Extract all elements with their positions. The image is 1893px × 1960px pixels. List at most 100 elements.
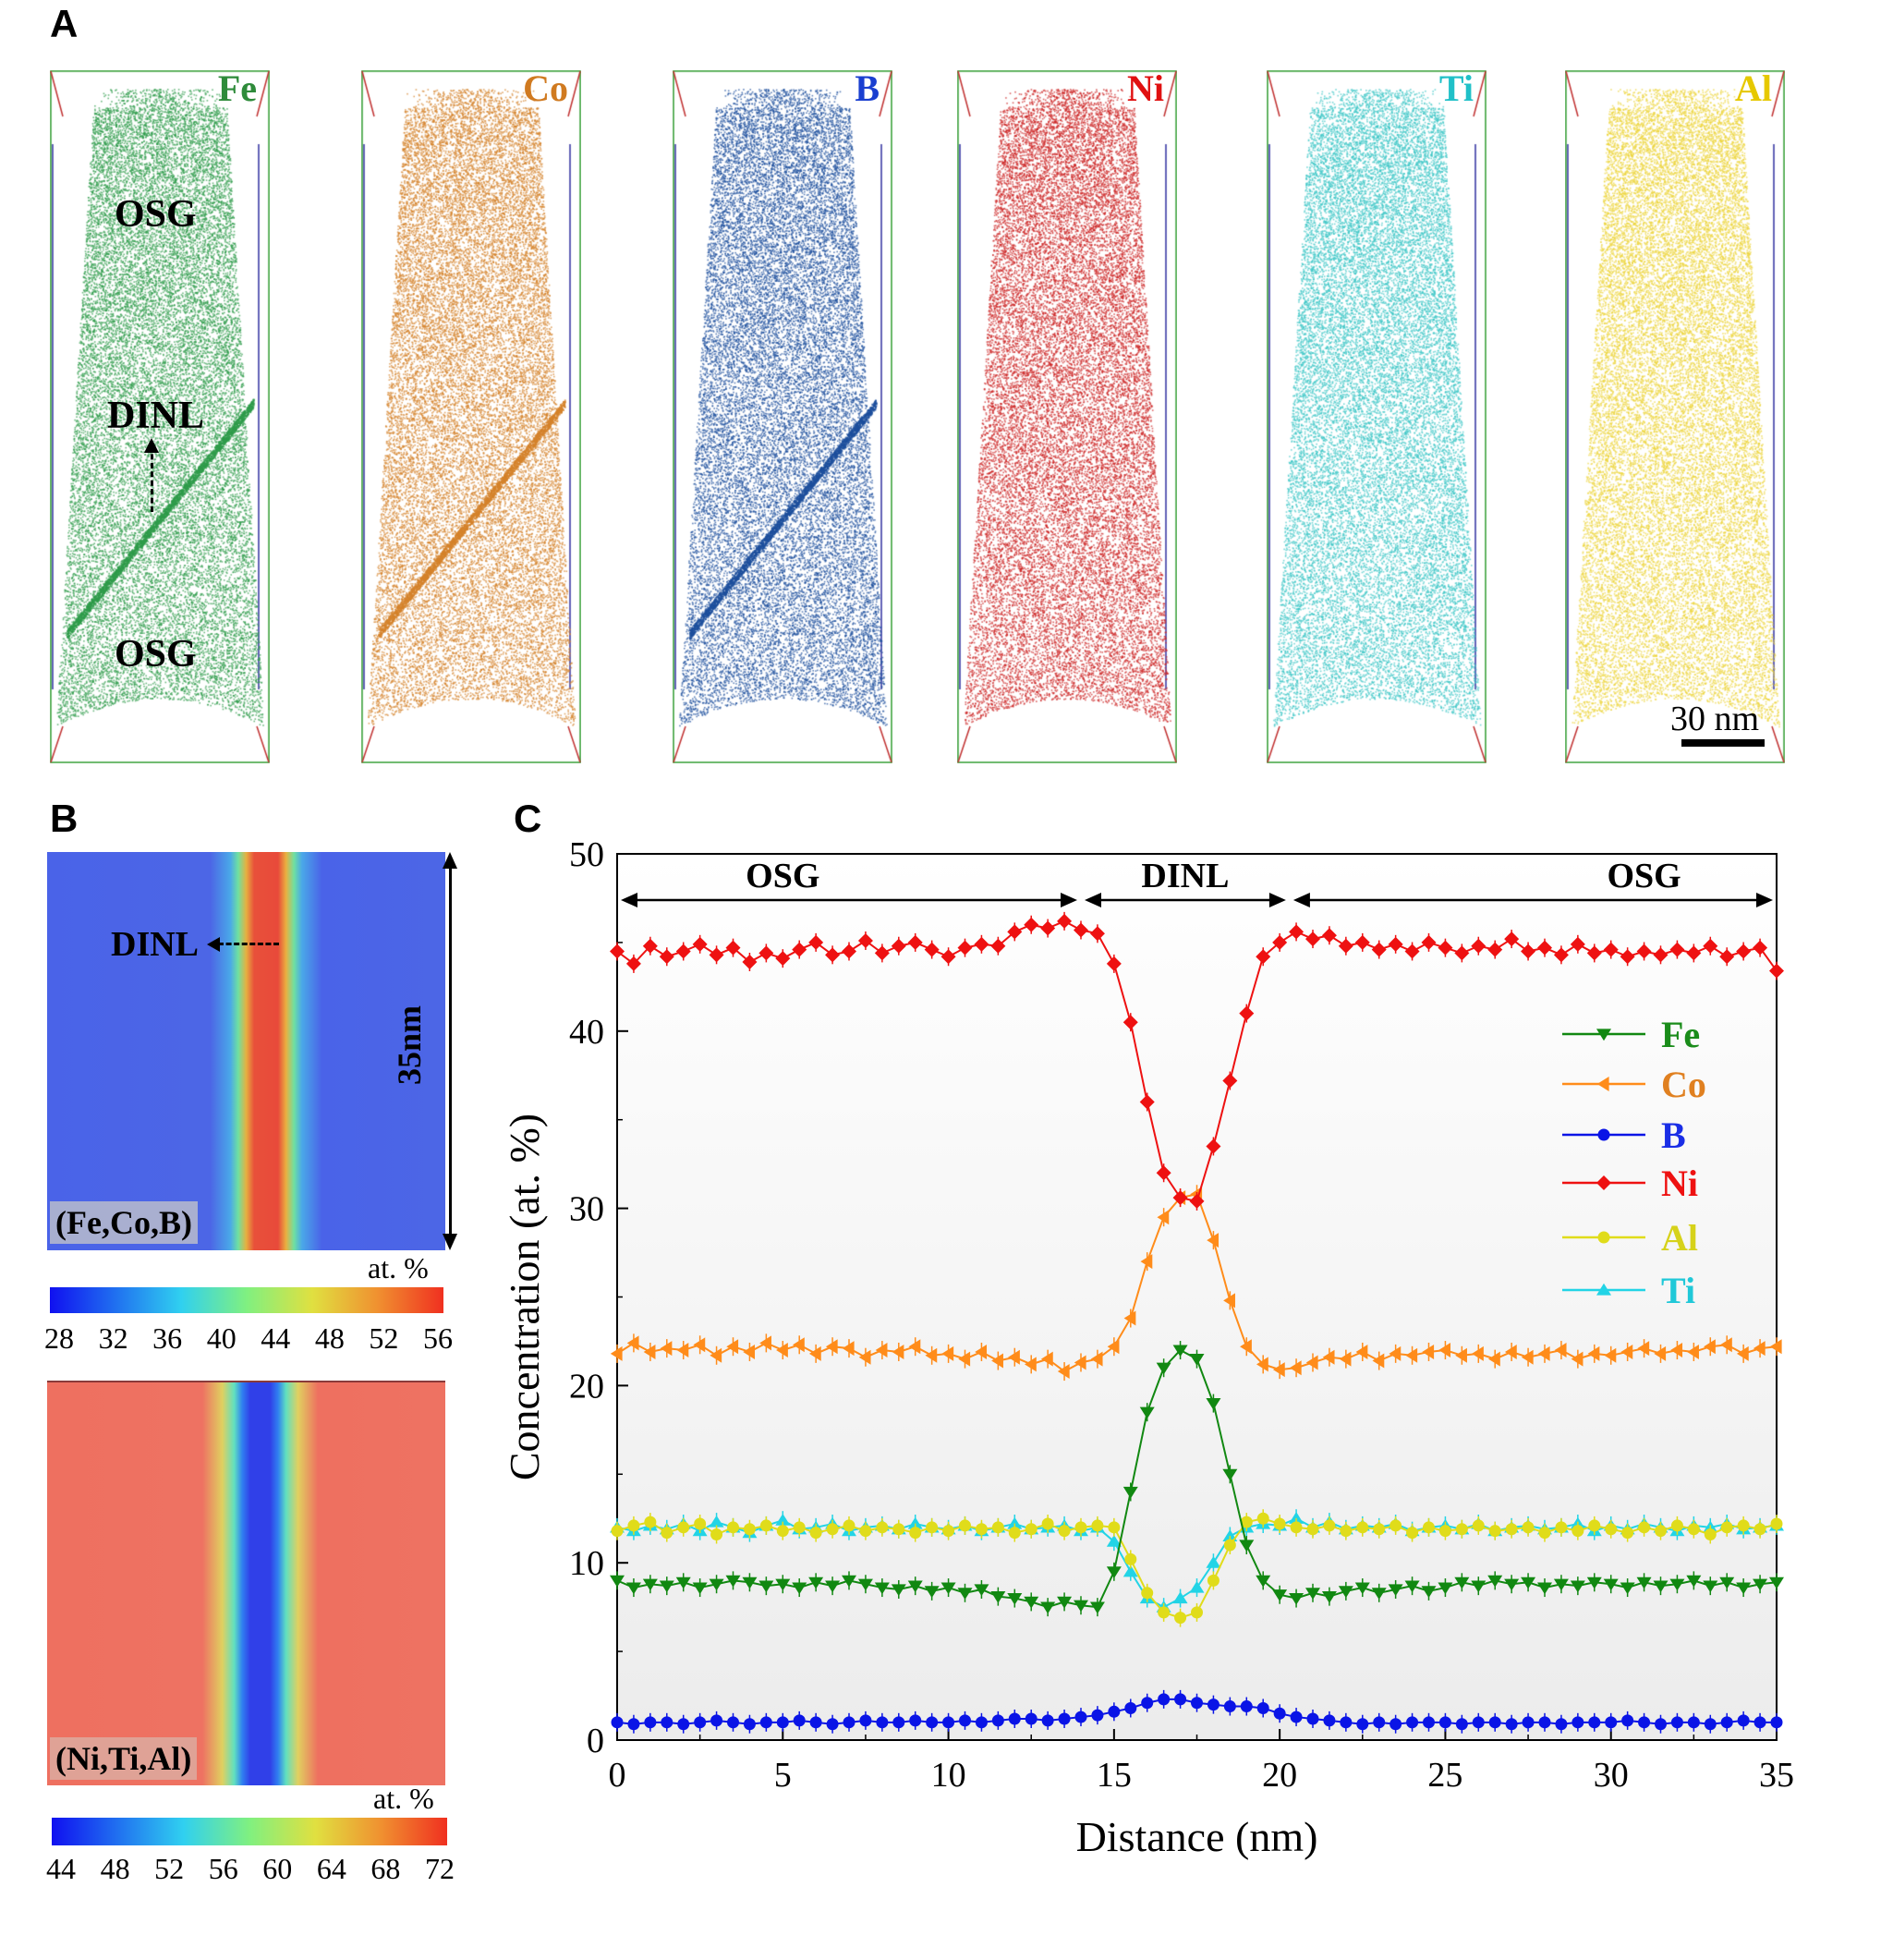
data-point-co <box>1654 1345 1667 1361</box>
data-point-ni <box>1570 936 1585 952</box>
element-label-co: Co <box>523 67 568 109</box>
colorbar-tick: 64 <box>316 1852 346 1885</box>
x-tick-label: 10 <box>931 1756 966 1795</box>
data-point-co <box>1753 1341 1766 1357</box>
colorbar-1-unit: at. % <box>368 1251 429 1284</box>
data-point-al <box>611 1525 624 1538</box>
data-point-al <box>1753 1523 1766 1536</box>
data-point-b <box>1091 1709 1104 1722</box>
heatmap-dinl-label: DINL <box>111 925 200 964</box>
data-point-al <box>909 1527 922 1540</box>
data-point-fe <box>1753 1578 1768 1591</box>
data-point-ni <box>1438 940 1453 956</box>
heatmap-fe-co-b <box>47 852 445 1250</box>
data-point-al <box>1505 1523 1518 1536</box>
data-point-fe <box>1206 1397 1221 1410</box>
data-point-al <box>1141 1587 1154 1600</box>
data-point-b <box>677 1718 690 1731</box>
data-point-fe <box>642 1578 658 1591</box>
atom-map-co: Co <box>361 67 581 763</box>
data-point-al <box>1058 1525 1071 1538</box>
y-tick-label: 0 <box>587 1722 604 1760</box>
data-point-al <box>1770 1517 1783 1530</box>
data-point-co <box>1207 1233 1220 1248</box>
data-point-al <box>727 1521 739 1534</box>
colorbar-2-unit: at. % <box>373 1782 434 1815</box>
x-tick-label: 35 <box>1759 1756 1794 1795</box>
data-point-b <box>1373 1716 1386 1729</box>
region-label: OSG <box>1607 857 1681 895</box>
data-point-fe <box>825 1580 841 1593</box>
panel-c-label: C <box>514 797 542 840</box>
arrow-head-icon <box>144 438 159 453</box>
data-point-fe <box>659 1580 674 1593</box>
data-point-fe <box>1438 1582 1453 1595</box>
heatmap-1-label: (Fe,Co,B) <box>50 1201 198 1244</box>
data-point-ni <box>1074 922 1088 938</box>
data-point-co <box>1090 1351 1103 1367</box>
data-point-b <box>1505 1718 1518 1731</box>
legend-label-ni: Ni <box>1661 1163 1698 1204</box>
data-point-ni <box>1719 949 1735 965</box>
data-point-ni <box>1122 1015 1138 1030</box>
data-point-b <box>1141 1697 1154 1710</box>
data-point-b <box>1323 1714 1336 1727</box>
data-point-al <box>627 1519 640 1532</box>
data-point-co <box>1637 1341 1650 1357</box>
data-point-ni <box>1139 1094 1155 1110</box>
data-point-b <box>991 1714 1004 1727</box>
data-point-ni <box>1686 945 1702 961</box>
colorbar-tick: 32 <box>98 1321 128 1355</box>
data-point-fe <box>1388 1584 1403 1597</box>
data-point-b <box>1240 1700 1253 1713</box>
data-point-fe <box>924 1586 940 1599</box>
data-point-al <box>1008 1527 1021 1540</box>
data-point-b <box>926 1716 939 1729</box>
data-point-al <box>1571 1525 1584 1538</box>
data-point-fe <box>1007 1592 1023 1605</box>
data-point-al <box>1240 1516 1253 1528</box>
data-point-fe <box>1189 1354 1205 1366</box>
atom-map-canvas <box>673 70 892 763</box>
data-point-co <box>776 1343 788 1358</box>
dashed-arrow-icon <box>151 445 153 512</box>
colorbar-1 <box>50 1287 443 1313</box>
data-point-b <box>1273 1707 1286 1720</box>
data-point-al <box>1406 1527 1419 1540</box>
data-point-al <box>677 1521 690 1534</box>
data-point-fe <box>675 1577 691 1589</box>
data-point-co <box>1057 1364 1070 1380</box>
data-point-al <box>809 1527 822 1540</box>
legend-label-ti: Ti <box>1661 1270 1695 1311</box>
data-point-fe <box>1404 1580 1420 1593</box>
data-point-ti <box>1106 1534 1122 1547</box>
data-point-b <box>1207 1698 1220 1711</box>
data-point-al <box>991 1521 1004 1534</box>
data-point-co <box>1123 1310 1136 1326</box>
scale-bar <box>1681 739 1765 747</box>
data-point-b <box>1290 1710 1303 1723</box>
data-point-ni <box>990 938 1006 954</box>
data-point-al <box>1670 1519 1683 1532</box>
data-point-ni <box>857 932 873 948</box>
data-point-fe <box>758 1580 774 1593</box>
data-point-ni <box>792 942 807 957</box>
legend-label-b: B <box>1661 1114 1686 1156</box>
data-point-ni <box>742 954 758 969</box>
data-point-fe <box>1537 1582 1552 1595</box>
data-point-al <box>1191 1606 1203 1619</box>
x-axis-label: Distance (nm) <box>1076 1813 1318 1860</box>
data-point-ni <box>1636 943 1652 959</box>
data-point-al <box>694 1517 707 1530</box>
data-point-ni <box>1603 942 1619 957</box>
data-point-al <box>1687 1523 1700 1536</box>
data-point-b <box>1256 1701 1269 1714</box>
data-point-b <box>1621 1714 1634 1727</box>
data-point-ni <box>957 940 973 956</box>
data-point-fe <box>1122 1486 1138 1499</box>
data-point-co <box>1554 1343 1567 1358</box>
legend-marker-ni <box>1596 1175 1611 1190</box>
data-point-co <box>1504 1344 1517 1359</box>
data-point-co <box>1521 1349 1534 1365</box>
data-point-co <box>1438 1343 1451 1358</box>
